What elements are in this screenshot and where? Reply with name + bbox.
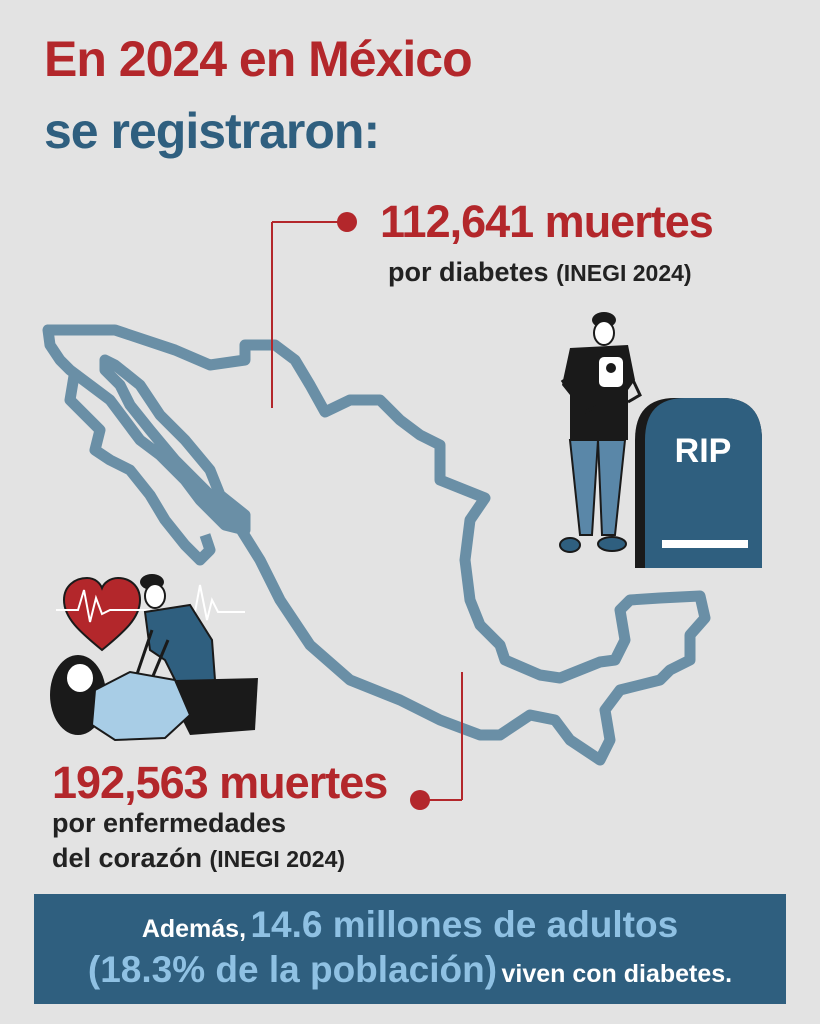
diabetes-label-text: por diabetes (388, 257, 549, 287)
heart-label-text: del corazón (52, 843, 203, 873)
heart-deaths-number: 192,563 muertes (52, 757, 388, 808)
heart-deaths-label-1: por enfermedades (52, 808, 287, 838)
summary-banner: Además, 14.6 millones de adultos (18.3% … (34, 894, 786, 1004)
person-holding-photo-icon (559, 312, 642, 553)
connector-bottom (410, 672, 463, 810)
banner-line-2: (18.3% de la población) viven con diabet… (34, 949, 786, 991)
diabetes-deaths-label: por diabetes (INEGI 2024) (388, 257, 692, 288)
banner-part-1: Además, (141, 915, 247, 943)
diabetes-deaths-number: 112,641 muertes (380, 196, 714, 247)
heart-deaths-label-2: del corazón (INEGI 2024) (52, 843, 345, 874)
banner-line-1: Además, 14.6 millones de adultos (34, 904, 786, 946)
title-line-1: En 2024 en México (44, 31, 473, 87)
rip-text: RIP (675, 432, 732, 470)
tombstone-icon: RIP (635, 398, 762, 568)
connector-top (271, 212, 357, 408)
banner-part-4: viven con diabetes. (501, 960, 733, 988)
banner-part-3: (18.3% de la población) (87, 949, 498, 990)
diabetes-source: (INEGI 2024) (556, 260, 692, 286)
cpr-scene-icon (50, 574, 258, 742)
title-line-2: se registraron: (44, 103, 380, 159)
heart-source: (INEGI 2024) (209, 846, 346, 872)
banner-part-2: 14.6 millones de adultos (250, 904, 679, 945)
heart-ekg-icon (56, 576, 245, 652)
